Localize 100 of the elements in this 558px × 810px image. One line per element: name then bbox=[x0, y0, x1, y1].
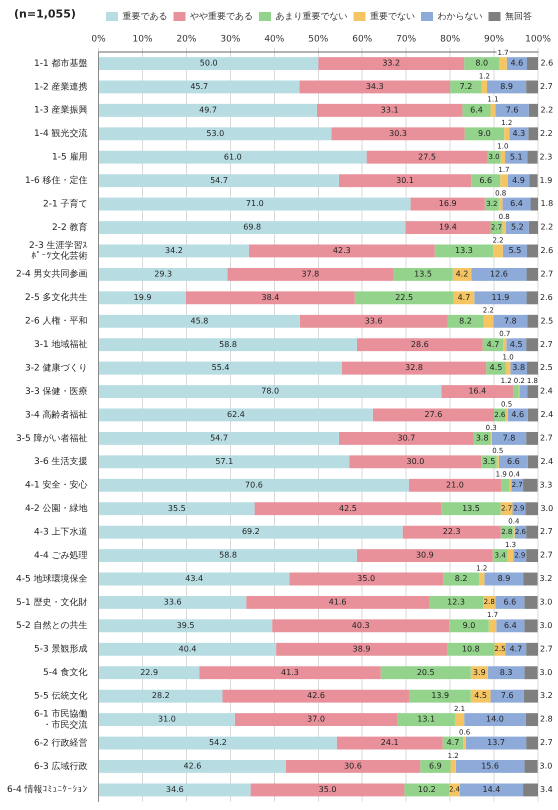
y-tick-label: 2-5 多文化共生 bbox=[25, 292, 88, 304]
bar bbox=[524, 596, 538, 609]
x-tick-label: 60% bbox=[352, 34, 373, 45]
data-label: 5.1 bbox=[510, 152, 523, 162]
bar bbox=[526, 526, 538, 539]
data-label: 33.6 bbox=[364, 316, 383, 326]
data-label: 29.3 bbox=[154, 269, 172, 278]
bar bbox=[464, 127, 504, 140]
data-label: 4.7 bbox=[446, 738, 460, 748]
bar bbox=[528, 408, 538, 422]
bar bbox=[484, 314, 494, 328]
bar bbox=[524, 666, 538, 680]
x-tick-label: 80% bbox=[440, 34, 461, 45]
bar bbox=[526, 736, 538, 750]
data-label: 40.3 bbox=[352, 620, 370, 630]
bar bbox=[227, 268, 394, 281]
data-label: 16.9 bbox=[438, 199, 457, 208]
data-label: 30.9 bbox=[416, 550, 434, 560]
x-tick-label: 10% bbox=[132, 34, 153, 45]
data-label: 2.6 bbox=[540, 58, 554, 68]
data-label: 28.6 bbox=[410, 340, 429, 349]
data-label: 3.0 bbox=[540, 668, 552, 677]
data-label: 43.4 bbox=[185, 574, 204, 584]
bar bbox=[316, 104, 462, 117]
bar bbox=[99, 736, 337, 750]
y-tick-label: 5-1 歴史・文化財 bbox=[16, 596, 88, 608]
y-tick-label: 1-2 産業連携 bbox=[34, 81, 88, 92]
bar bbox=[526, 713, 538, 726]
bar bbox=[524, 760, 538, 773]
y-tick-label: 2-4 男女共同参画 bbox=[16, 268, 88, 280]
bar bbox=[402, 526, 501, 539]
bar bbox=[490, 104, 496, 117]
bar bbox=[492, 432, 526, 445]
data-label: 13.9 bbox=[431, 691, 450, 700]
data-label: 42.6 bbox=[184, 762, 202, 771]
data-label: 4.5 bbox=[474, 691, 488, 700]
y-tick-label: 5-4 食文化 bbox=[43, 667, 88, 678]
data-label: 6.4 bbox=[470, 105, 483, 114]
legend-label: やや重要である bbox=[190, 10, 253, 22]
data-label: 42.6 bbox=[307, 691, 325, 700]
data-label: 55.4 bbox=[212, 363, 230, 372]
bar bbox=[99, 80, 300, 94]
bar bbox=[513, 385, 519, 398]
bar bbox=[505, 408, 508, 422]
data-label: 70.6 bbox=[245, 480, 263, 490]
data-label: 32.8 bbox=[405, 363, 423, 372]
y-tick-label: 2-3 生涯学習ｽﾎﾟｰﾂ文化芸術 bbox=[29, 240, 88, 262]
data-label: 13.5 bbox=[462, 504, 480, 513]
bar bbox=[354, 291, 454, 304]
data-label: 38.9 bbox=[352, 644, 370, 654]
data-label: 4.7 bbox=[458, 292, 470, 302]
bar bbox=[380, 666, 471, 680]
bar bbox=[520, 385, 528, 398]
data-label: 3.8 bbox=[476, 433, 489, 442]
bar bbox=[450, 80, 482, 94]
data-label: 9.0 bbox=[462, 620, 476, 630]
bar bbox=[99, 362, 342, 375]
bar bbox=[527, 150, 538, 164]
data-label: 4.5 bbox=[490, 363, 502, 372]
bar bbox=[410, 690, 471, 703]
data-label: 2.4 bbox=[540, 456, 554, 466]
data-label: 2.6 bbox=[540, 246, 554, 256]
y-tick-label: 6-1 市民協働・市民交流 bbox=[34, 708, 88, 730]
bar bbox=[529, 174, 538, 188]
data-label: 3.5 bbox=[482, 456, 496, 466]
data-label: 6.4 bbox=[510, 199, 523, 208]
data-label: 22.3 bbox=[442, 527, 461, 536]
data-label: 37.0 bbox=[307, 714, 325, 724]
bar bbox=[524, 572, 538, 586]
data-label: 38.4 bbox=[261, 292, 280, 302]
x-tick-label: 90% bbox=[484, 34, 504, 45]
bar bbox=[527, 314, 538, 328]
data-label: 62.4 bbox=[227, 410, 245, 420]
bar bbox=[508, 549, 514, 562]
bar bbox=[99, 268, 228, 281]
bar bbox=[99, 432, 339, 445]
data-label: 7.2 bbox=[460, 82, 472, 92]
bar bbox=[479, 572, 484, 586]
data-label: 42.3 bbox=[332, 246, 351, 256]
data-label: 2.7 bbox=[540, 269, 554, 278]
bar bbox=[471, 268, 527, 281]
y-tick-label: 5-3 景観形成 bbox=[34, 644, 88, 655]
data-label: 4.2 bbox=[456, 269, 468, 278]
data-label: 22.9 bbox=[140, 668, 158, 677]
bar bbox=[336, 736, 443, 750]
text: (n=1,055) bbox=[14, 7, 76, 20]
bar bbox=[500, 150, 506, 164]
data-label: 34.6 bbox=[166, 784, 184, 794]
bar bbox=[441, 502, 501, 516]
data-label: 35.0 bbox=[357, 574, 376, 584]
data-label: 49.7 bbox=[199, 105, 217, 114]
bar bbox=[300, 314, 448, 328]
data-label: 2.7 bbox=[540, 433, 553, 442]
bar bbox=[527, 57, 538, 70]
bar bbox=[495, 596, 524, 609]
bar bbox=[99, 150, 367, 164]
bar bbox=[397, 713, 455, 726]
data-label: 34.3 bbox=[366, 82, 384, 92]
data-label: 8.9 bbox=[500, 82, 513, 92]
data-label: 3.0 bbox=[540, 762, 552, 771]
